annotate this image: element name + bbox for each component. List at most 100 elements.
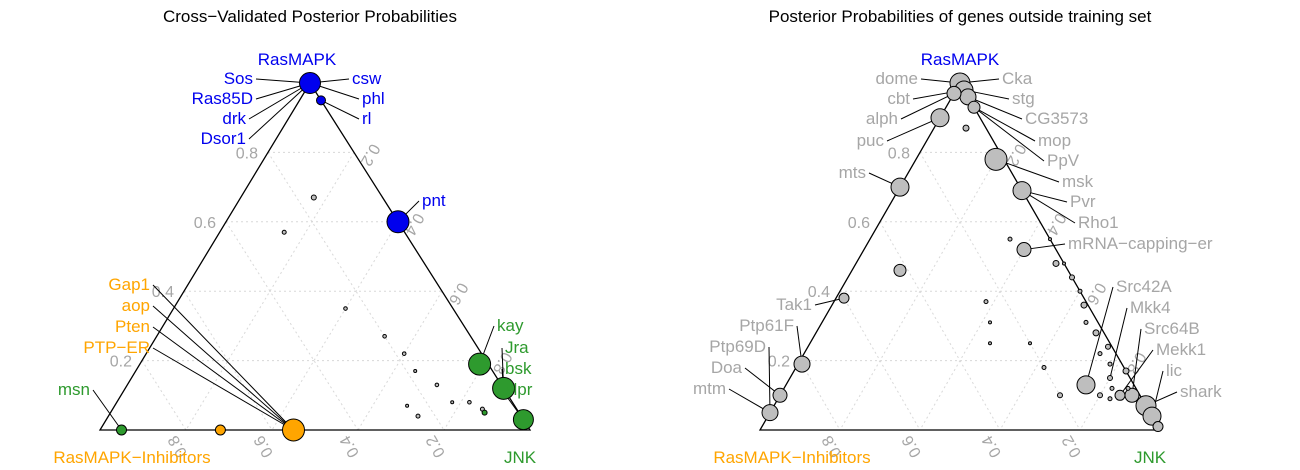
data-point — [299, 72, 321, 94]
point-label: pnt — [422, 191, 446, 210]
data-point — [1080, 301, 1088, 309]
corner-label-right: JNK — [1134, 448, 1167, 467]
leader-line — [248, 82, 311, 120]
corner-label-left: RasMAPK−Inhibitors — [53, 448, 210, 467]
tick-label: 0.6 — [194, 215, 216, 232]
data-point — [415, 413, 421, 419]
point-label: Tak1 — [776, 295, 812, 314]
point-label: PpV — [1047, 151, 1080, 170]
data-point — [1097, 392, 1103, 399]
data-point — [1152, 421, 1164, 433]
leader-line — [967, 96, 1023, 120]
leader-line — [152, 326, 294, 431]
data-point — [1069, 274, 1075, 281]
chart-title: Cross−Validated Posterior Probabilities — [163, 7, 457, 26]
point-label: Doa — [711, 358, 743, 377]
data-point — [1107, 374, 1113, 381]
point-label: Mkk4 — [1130, 298, 1171, 317]
data-point — [1083, 319, 1089, 325]
data-point — [772, 387, 788, 403]
point-label: drk — [222, 109, 246, 128]
point-label: msn — [58, 380, 90, 399]
triangle-frame — [98, 81, 532, 431]
point-label: alph — [866, 109, 898, 128]
leader-line — [152, 305, 294, 431]
leader-line — [152, 347, 294, 431]
point-label: rl — [362, 109, 371, 128]
point-label: Dsor1 — [201, 129, 246, 148]
tick-label: 0.2 — [768, 354, 790, 371]
leader-line — [973, 106, 1045, 162]
tick-label: 0.8 — [236, 145, 258, 162]
data-point — [281, 229, 287, 235]
point-label: RasMAPK — [258, 50, 337, 69]
data-point — [793, 355, 811, 373]
data-point — [1052, 259, 1060, 267]
data-point — [316, 95, 326, 106]
grid-line — [999, 290, 1081, 431]
data-point — [282, 418, 305, 442]
data-point — [492, 376, 516, 400]
data-point — [401, 351, 407, 356]
data-point — [1048, 237, 1052, 242]
point-label: aop — [122, 296, 150, 315]
point-label: mts — [839, 163, 866, 182]
point-label: mop — [1038, 131, 1071, 150]
point-label: Src42A — [1116, 277, 1172, 296]
data-point — [434, 382, 440, 388]
tick-label: 0.4 — [979, 432, 1005, 460]
leader-line — [900, 92, 955, 120]
point-label: Pten — [115, 317, 150, 336]
point-label: Ras85D — [192, 89, 253, 108]
data-point — [984, 147, 1008, 171]
data-point — [1012, 181, 1032, 201]
point-label: lic — [1166, 361, 1183, 380]
chart-title: Posterior Probabilities of genes outside… — [769, 7, 1152, 26]
leader-line — [320, 99, 360, 120]
data-point — [1142, 406, 1162, 426]
point-label: Ptp69D — [709, 337, 766, 356]
data-point — [1077, 288, 1083, 294]
corner-label-right: JNK — [504, 448, 537, 467]
point-label: Src64B — [1144, 319, 1200, 338]
data-point — [930, 108, 950, 128]
data-point — [1057, 392, 1063, 399]
data-point — [1105, 343, 1111, 350]
data-point — [116, 424, 127, 436]
data-point — [983, 299, 989, 305]
leader-line — [886, 117, 941, 142]
tick-label: 0.2 — [110, 354, 132, 371]
data-point — [988, 320, 992, 325]
data-point — [1109, 385, 1115, 391]
point-label: kay — [497, 316, 524, 335]
grid-line — [225, 221, 359, 431]
grid-line — [919, 221, 1041, 431]
data-point — [1122, 367, 1130, 375]
point-label: PTP−ER — [83, 338, 150, 357]
data-point — [1028, 341, 1032, 346]
data-point — [988, 341, 992, 346]
tick-label: 0.6 — [251, 432, 277, 460]
grid-line — [141, 360, 187, 431]
leader-line — [1109, 307, 1128, 379]
point-label: mtm — [693, 379, 726, 398]
tick-label: 0.6 — [848, 215, 870, 232]
point-label: Ptp61F — [739, 316, 794, 335]
point-label: RasMAPK — [921, 50, 1000, 69]
data-point — [1076, 375, 1096, 395]
grid-line — [183, 290, 273, 431]
data-point — [890, 177, 910, 197]
ternary-chart-2: Posterior Probabilities of genes outside… — [693, 7, 1222, 467]
tick-label: 0.4 — [808, 284, 830, 301]
data-point — [382, 334, 387, 339]
leader-line — [1119, 349, 1154, 396]
tick-label: 0.2 — [357, 141, 383, 169]
point-label: msk — [1062, 172, 1094, 191]
tick-label: 0.6 — [445, 280, 471, 308]
corner-label-left: RasMAPK−Inhibitors — [713, 448, 870, 467]
data-point — [386, 210, 410, 234]
data-point — [967, 100, 981, 114]
data-point — [405, 403, 410, 408]
tick-label: 0.2 — [1059, 432, 1085, 460]
point-label: puc — [857, 131, 885, 150]
